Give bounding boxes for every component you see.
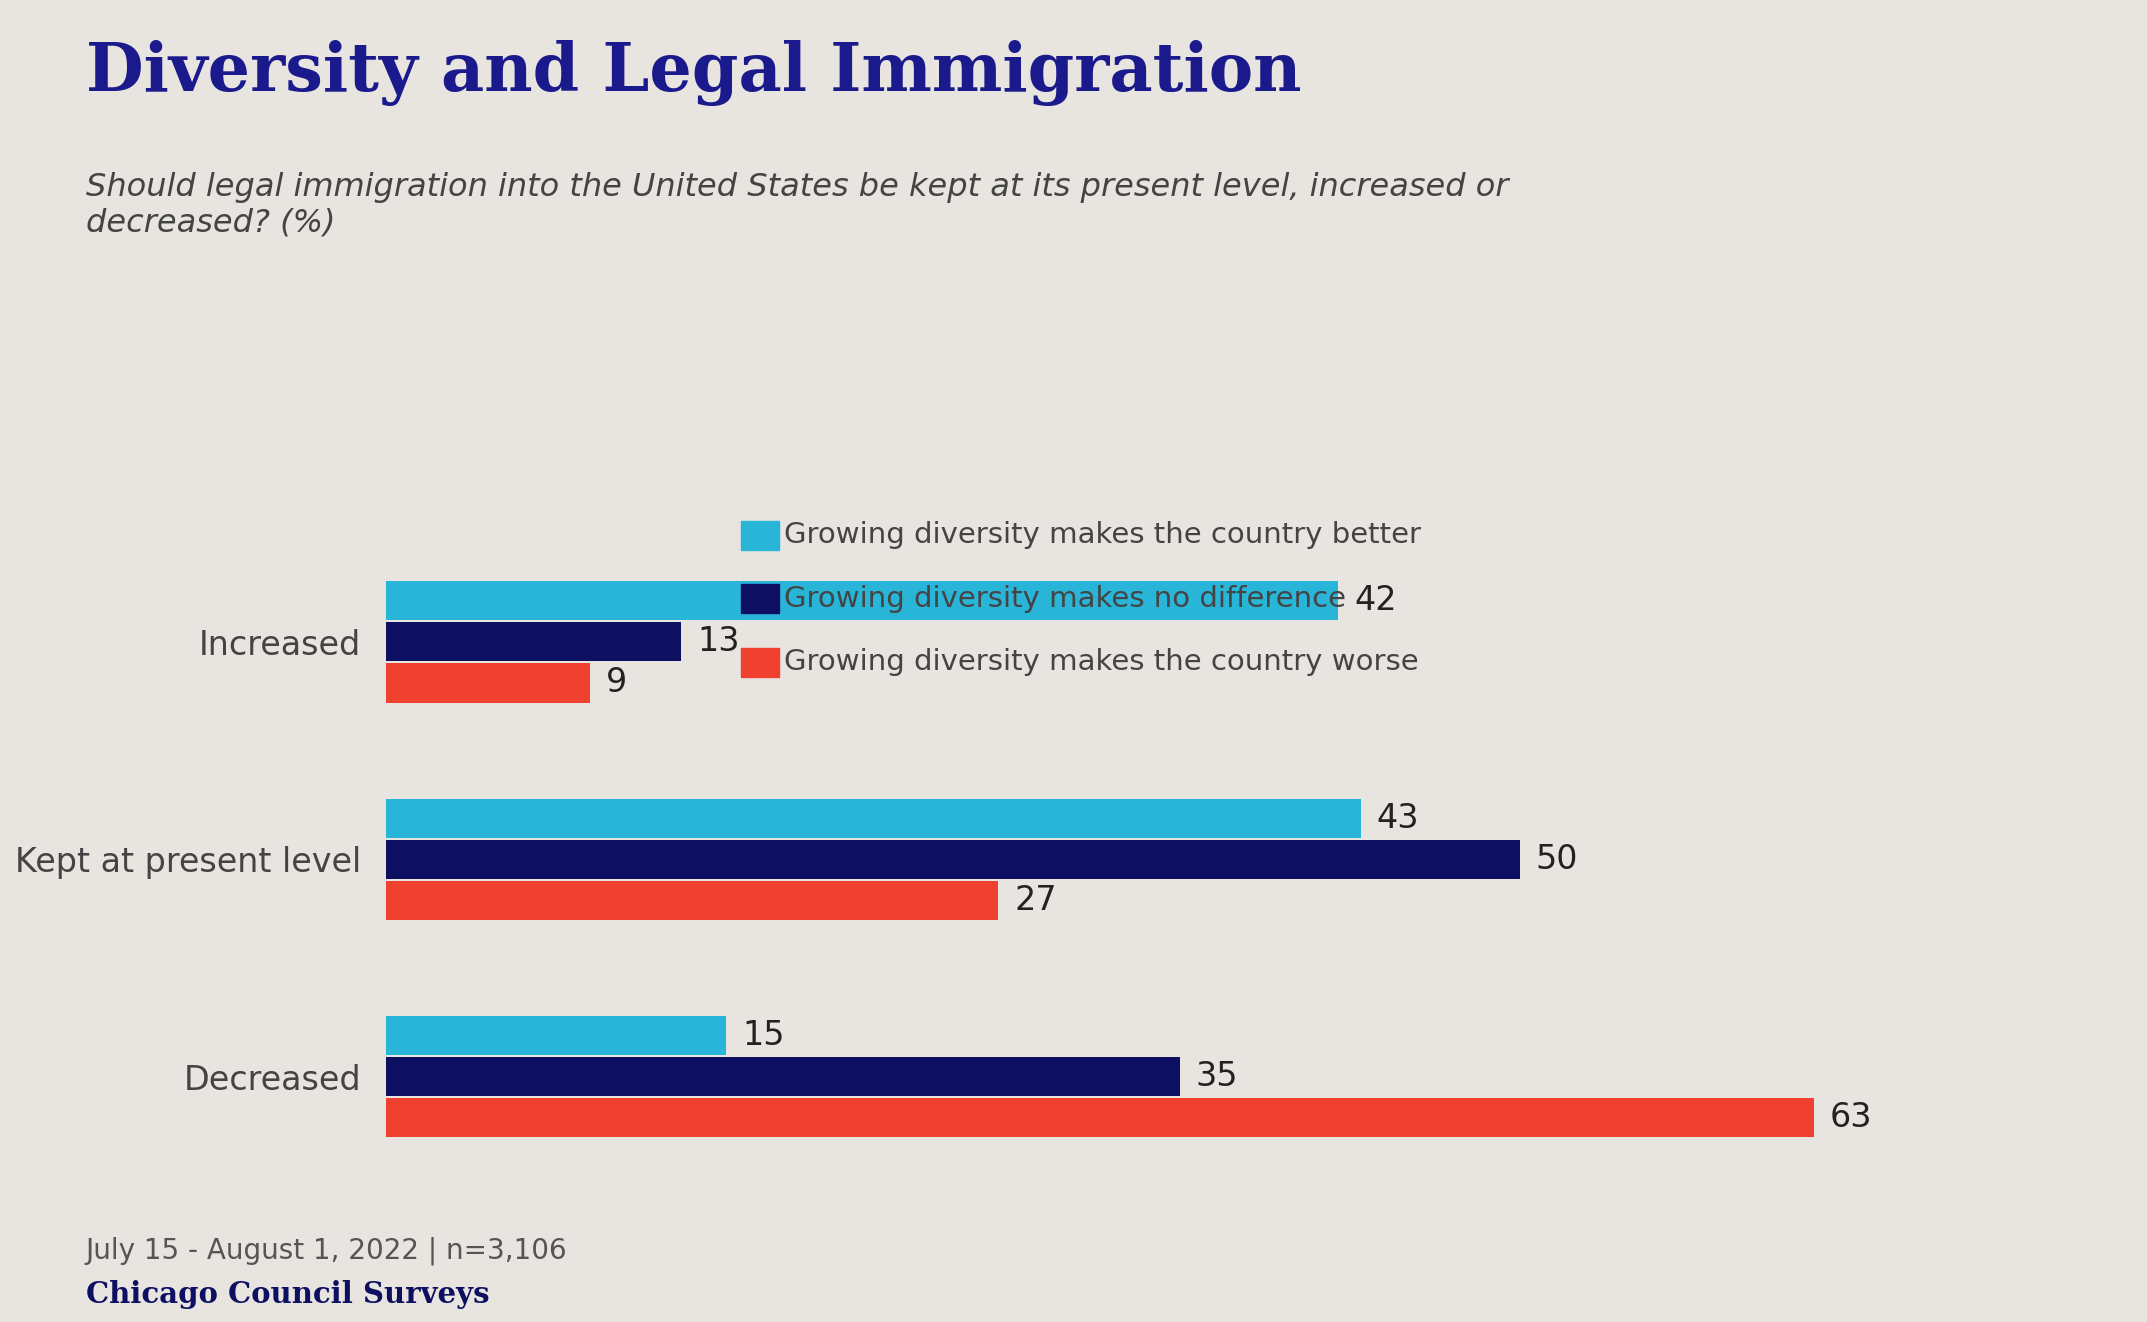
Bar [386, 880, 998, 920]
Bar [386, 839, 1520, 879]
Text: Chicago Council Surveys: Chicago Council Surveys [86, 1280, 490, 1309]
Bar [386, 664, 590, 702]
Bar [386, 1017, 726, 1055]
Text: 50: 50 [1535, 843, 1578, 875]
Bar [386, 1058, 1179, 1096]
Text: 63: 63 [1829, 1101, 1872, 1134]
Text: Growing diversity makes the country better: Growing diversity makes the country bett… [784, 521, 1421, 550]
Text: 15: 15 [743, 1019, 786, 1052]
Text: 13: 13 [698, 625, 739, 658]
Text: Should legal immigration into the United States be kept at its present level, in: Should legal immigration into the United… [86, 172, 1509, 239]
Bar [386, 798, 1361, 838]
Bar [386, 1099, 1814, 1137]
Text: 9: 9 [605, 666, 627, 699]
Text: Growing diversity makes the country worse: Growing diversity makes the country wors… [784, 648, 1419, 677]
Text: 27: 27 [1013, 884, 1056, 917]
Text: 43: 43 [1376, 801, 1419, 834]
Bar [386, 582, 1338, 620]
Bar [386, 623, 681, 661]
Text: Diversity and Legal Immigration: Diversity and Legal Immigration [86, 40, 1301, 106]
Text: July 15 - August 1, 2022 | n=3,106: July 15 - August 1, 2022 | n=3,106 [86, 1236, 567, 1265]
Text: 42: 42 [1355, 584, 1398, 617]
Text: 35: 35 [1196, 1060, 1239, 1093]
Text: Growing diversity makes no difference: Growing diversity makes no difference [784, 584, 1346, 613]
